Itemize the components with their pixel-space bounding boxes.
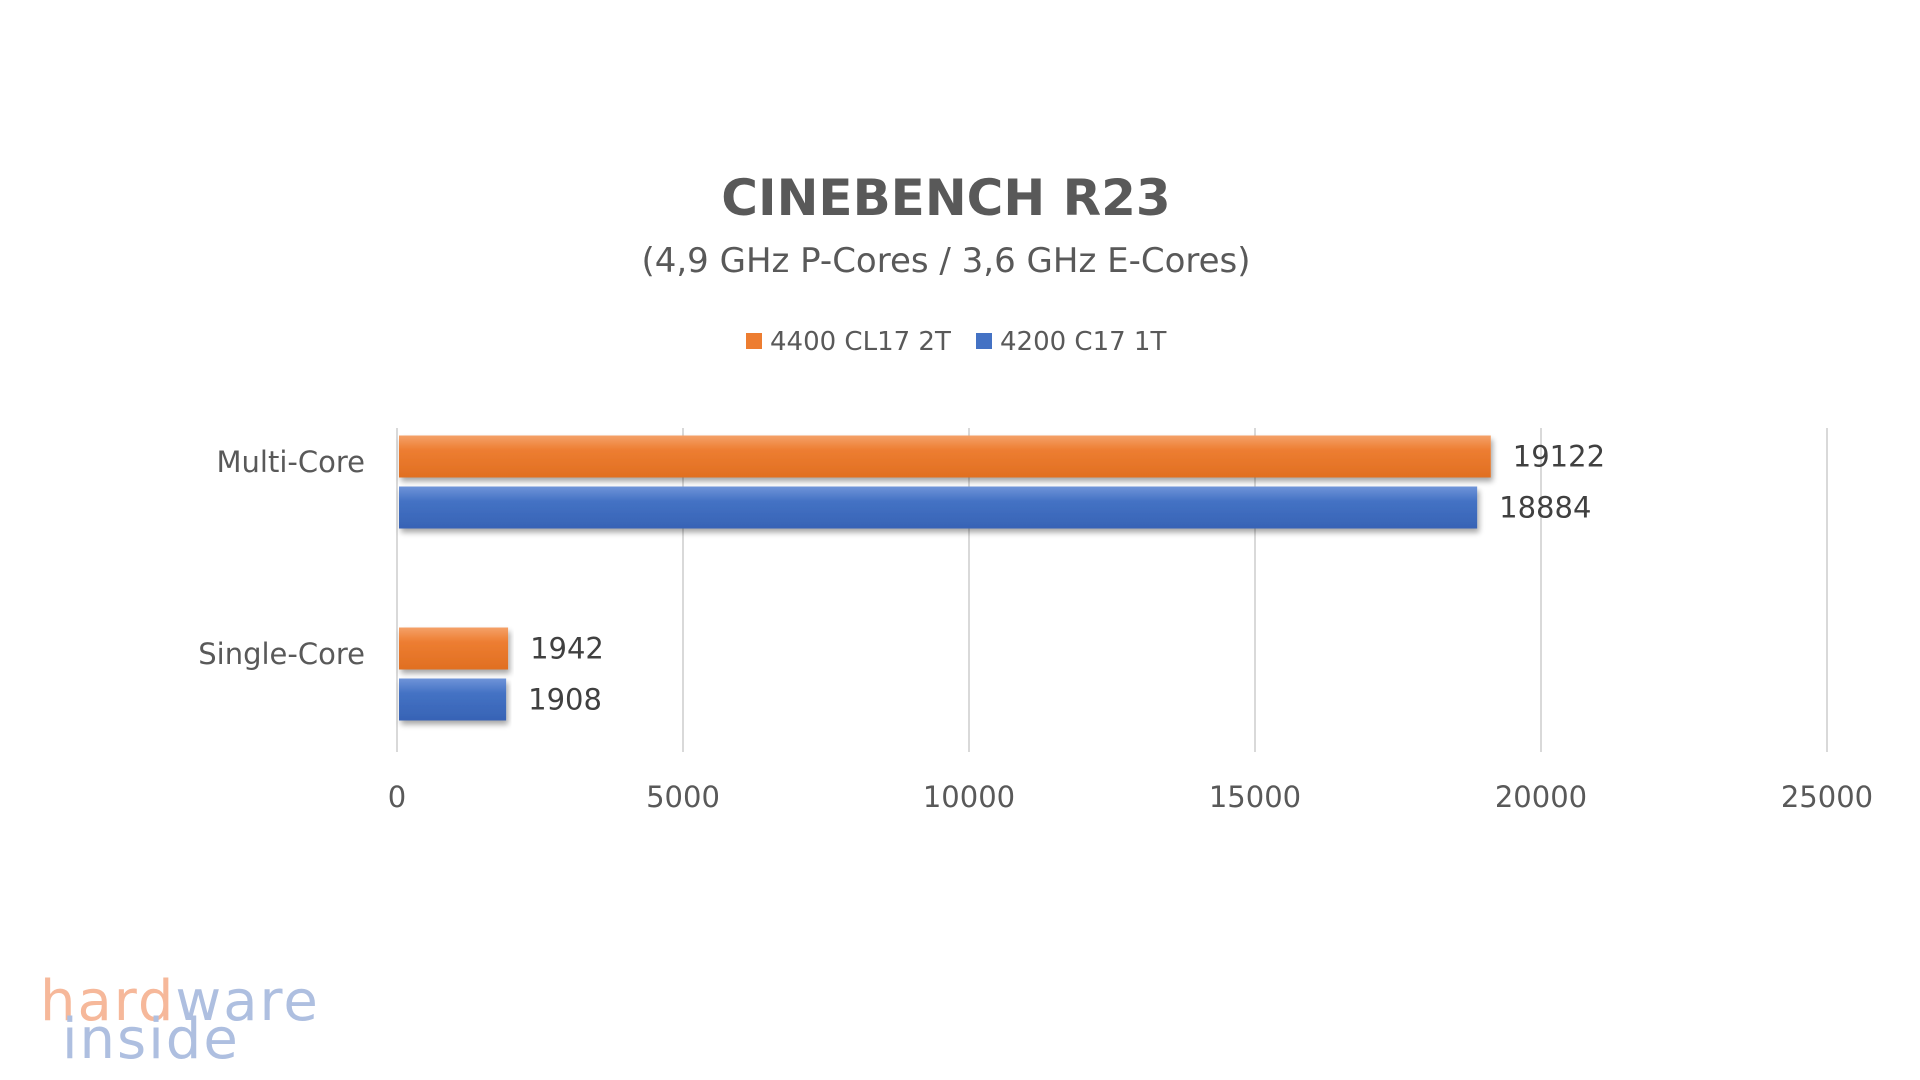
data-labels: 19122 18884 1942 1908 <box>528 440 1605 717</box>
bar-series-2-single-core <box>399 678 507 721</box>
svg-text:hardware: hardware <box>40 969 320 1034</box>
chart-subtitle: (4,9 GHz P-Cores / 3,6 GHz E-Cores) <box>641 241 1250 281</box>
data-label: 19122 <box>1513 440 1605 474</box>
x-axis-tick-labels: 0 5000 10000 15000 20000 25000 <box>388 780 1873 814</box>
x-tick-label: 0 <box>388 780 406 814</box>
category-label: Single-Core <box>198 637 365 671</box>
chart-legend: 4400 CL17 2T 4200 C17 1T <box>746 327 1166 357</box>
x-tick-label: 10000 <box>923 780 1015 814</box>
logo-text-inside: inside <box>62 1007 240 1072</box>
data-label: 1942 <box>530 632 604 666</box>
bars <box>399 435 1491 721</box>
x-tick-label: 15000 <box>1209 780 1301 814</box>
bar-series-2-multi-core <box>399 486 1478 529</box>
logo-text-ware: ware <box>175 969 319 1034</box>
category-labels: Multi-Core Single-Core <box>198 445 365 671</box>
legend-label-series-2: 4200 C17 1T <box>1000 327 1166 357</box>
category-label: Multi-Core <box>217 445 365 479</box>
x-tick-label: 25000 <box>1781 780 1873 814</box>
legend-swatch-series-1 <box>746 333 762 349</box>
chart-title: CINEBENCH R23 <box>721 169 1170 227</box>
x-tick-label: 20000 <box>1495 780 1587 814</box>
bar-series-1-multi-core <box>399 435 1491 478</box>
data-label: 18884 <box>1499 491 1591 525</box>
gridlines <box>396 428 1828 752</box>
data-label: 1908 <box>528 683 602 717</box>
x-tick-label: 5000 <box>646 780 720 814</box>
logo-text-hard: hard <box>40 969 175 1034</box>
hardware-inside-logo: hardware inside <box>40 969 320 1072</box>
bar-series-1-single-core <box>399 627 509 670</box>
legend-label-series-1: 4400 CL17 2T <box>770 327 951 357</box>
legend-swatch-series-2 <box>976 333 992 349</box>
